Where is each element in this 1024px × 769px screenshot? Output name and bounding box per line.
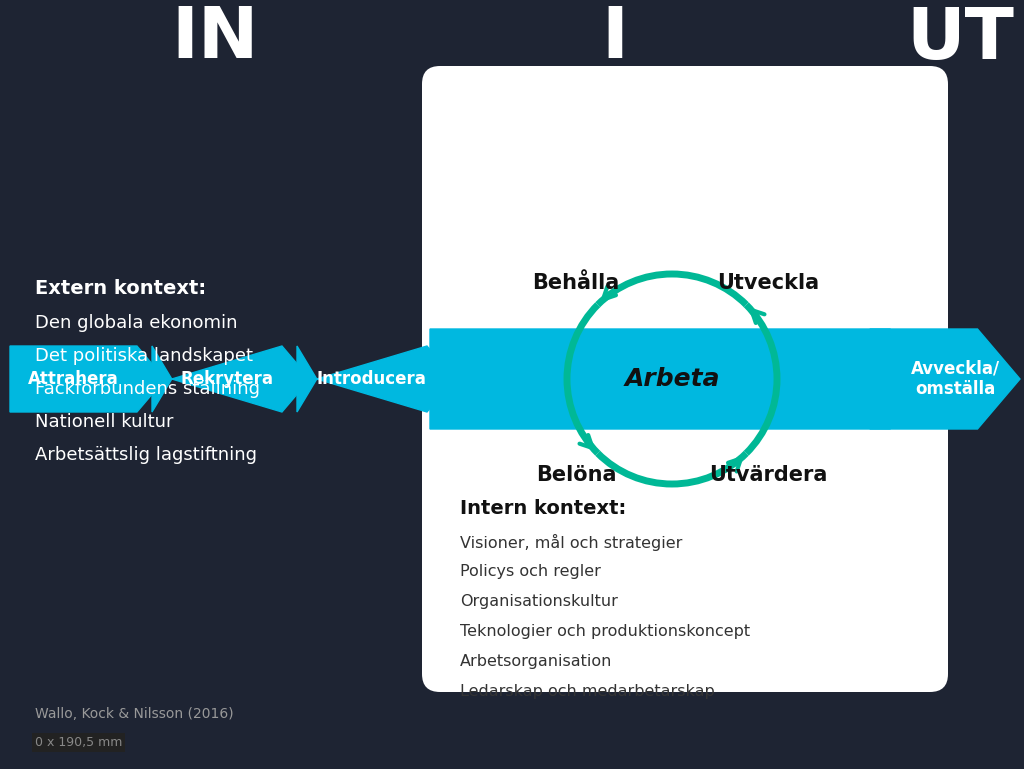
Text: Attrahera: Attrahera <box>28 370 119 388</box>
Text: IN: IN <box>171 5 259 74</box>
Text: Teknologier och produktionskoncept: Teknologier och produktionskoncept <box>460 624 751 639</box>
Text: 0 x 190,5 mm: 0 x 190,5 mm <box>35 736 123 749</box>
Text: Rekrytera: Rekrytera <box>180 370 273 388</box>
Polygon shape <box>430 329 940 429</box>
Polygon shape <box>152 346 310 412</box>
Text: Belöna: Belöna <box>536 465 616 485</box>
Text: UT: UT <box>906 5 1014 74</box>
Text: Visioner, mål och strategier: Visioner, mål och strategier <box>460 534 682 551</box>
Polygon shape <box>297 346 455 412</box>
Text: Utveckla: Utveckla <box>717 273 819 293</box>
Text: Ledarskap och medarbetarskap: Ledarskap och medarbetarskap <box>460 684 715 699</box>
Text: Nationell kultur: Nationell kultur <box>35 413 173 431</box>
Text: Fackförbundens ställning: Fackförbundens ställning <box>35 380 260 398</box>
Text: Utvärdera: Utvärdera <box>709 465 827 485</box>
Text: Behålla: Behålla <box>532 273 620 293</box>
Text: Policys och regler: Policys och regler <box>460 564 601 579</box>
Text: Arbeta: Arbeta <box>625 367 720 391</box>
Text: Intern kontext:: Intern kontext: <box>460 499 627 518</box>
Polygon shape <box>870 329 1020 429</box>
Text: Avveckla/
omställa: Avveckla/ omställa <box>910 360 999 398</box>
Text: Arbetsorganisation: Arbetsorganisation <box>460 654 612 669</box>
Text: I: I <box>601 5 629 74</box>
Text: Wallo, Kock & Nilsson (2016): Wallo, Kock & Nilsson (2016) <box>35 707 233 721</box>
Text: Introducera: Introducera <box>317 370 427 388</box>
FancyBboxPatch shape <box>422 66 948 692</box>
Text: Organisationskultur: Organisationskultur <box>460 594 617 609</box>
Text: Arbetsättslig lagstiftning: Arbetsättslig lagstiftning <box>35 446 257 464</box>
Text: Det politiska landskapet: Det politiska landskapet <box>35 347 253 365</box>
Text: Den globala ekonomin: Den globala ekonomin <box>35 314 238 332</box>
Polygon shape <box>10 346 165 412</box>
Text: Extern kontext:: Extern kontext: <box>35 279 206 298</box>
